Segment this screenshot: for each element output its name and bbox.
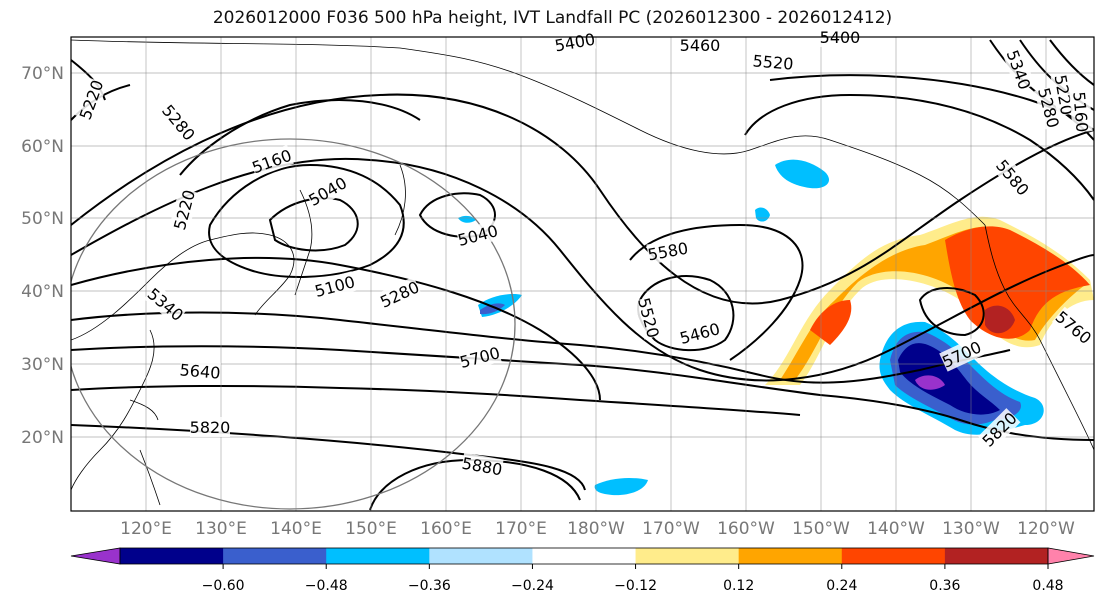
contour-label: 5460 bbox=[680, 36, 721, 55]
colorbar-tick-label: −0.60 bbox=[202, 578, 245, 594]
lat-tick-label: 20°N bbox=[21, 428, 64, 448]
lat-tick-label: 70°N bbox=[21, 64, 64, 84]
colorbar-segment bbox=[223, 548, 327, 564]
lat-tick-label: 60°N bbox=[21, 137, 64, 157]
colorbar: −0.60 −0.48 −0.36 −0.24 −0.12 0.12 0.24 0.36 0.4… bbox=[70, 547, 1095, 594]
colorbar-segment bbox=[532, 548, 637, 564]
contour-label: 5520 bbox=[752, 51, 794, 73]
lon-tick-label: 180°W bbox=[567, 519, 625, 539]
colorbar-segment bbox=[841, 548, 946, 564]
lon-tick-label: 140°E bbox=[270, 519, 322, 539]
colorbar-segment bbox=[738, 548, 843, 564]
colorbar-tick-label: 0.36 bbox=[929, 578, 960, 594]
colorbar-segment bbox=[429, 548, 533, 564]
lon-tick-label: 130°W bbox=[942, 519, 1000, 539]
latitude-ticks: 70°N 60°N 50°N 40°N 30°N 20°N bbox=[21, 64, 64, 448]
lon-tick-label: 120°E bbox=[120, 519, 172, 539]
colorbar-tick-label: 0.12 bbox=[723, 578, 754, 594]
lon-tick-label: 140°W bbox=[867, 519, 925, 539]
colorbar-tick-label: −0.48 bbox=[305, 578, 348, 594]
colorbar-segment bbox=[635, 548, 740, 564]
colorbar-extend-low bbox=[70, 547, 121, 565]
coastlines bbox=[71, 39, 1094, 506]
map-title: 2026012000 F036 500 hPa height, IVT Land… bbox=[212, 8, 893, 28]
colorbar-tick-label: −0.12 bbox=[614, 578, 657, 594]
lon-tick-label: 150°W bbox=[792, 519, 850, 539]
map-frame bbox=[70, 36, 1095, 512]
contour-label: 5820 bbox=[190, 418, 231, 437]
colorbar-tick-label: 0.24 bbox=[826, 578, 857, 594]
colorbar-extend-high bbox=[1047, 547, 1095, 565]
lat-tick-label: 40°N bbox=[21, 282, 64, 302]
ivt-negative-shading bbox=[458, 159, 1044, 496]
colorbar-tick-label: 0.48 bbox=[1032, 578, 1063, 594]
colorbar-segment bbox=[326, 548, 430, 564]
lon-tick-label: 160°E bbox=[420, 519, 472, 539]
contour-label: 5640 bbox=[179, 360, 221, 382]
contour-label: 5160 bbox=[1069, 91, 1091, 133]
lat-tick-label: 50°N bbox=[21, 209, 64, 229]
lon-tick-label: 160°W bbox=[717, 519, 775, 539]
gridlines bbox=[71, 37, 1094, 511]
colorbar-tick-label: −0.24 bbox=[511, 578, 554, 594]
lon-tick-label: 130°E bbox=[195, 519, 247, 539]
colorbar-segment bbox=[944, 548, 1049, 564]
lon-tick-label: 150°E bbox=[345, 519, 397, 539]
colorbar-tick-label: −0.36 bbox=[408, 578, 451, 594]
lon-tick-label: 120°W bbox=[1017, 519, 1075, 539]
lon-tick-label: 170°E bbox=[495, 519, 547, 539]
ivt-positive-shading bbox=[765, 216, 1094, 385]
lat-tick-label: 30°N bbox=[21, 355, 64, 375]
longitude-ticks: 120°E 130°E 140°E 150°E 160°E 170°E 180°W 170°W… bbox=[120, 519, 1075, 539]
reference-circle bbox=[71, 138, 516, 510]
lon-tick-label: 170°W bbox=[642, 519, 700, 539]
colorbar-segment bbox=[120, 548, 224, 564]
